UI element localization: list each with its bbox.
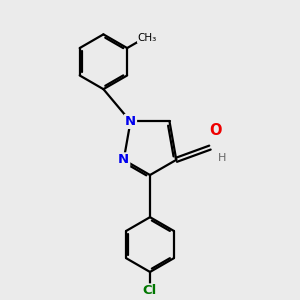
Text: H: H: [218, 153, 226, 163]
Text: O: O: [210, 124, 222, 139]
Text: CH₃: CH₃: [138, 32, 157, 43]
Text: N: N: [125, 115, 136, 128]
Text: N: N: [118, 153, 129, 167]
Text: Cl: Cl: [143, 284, 157, 297]
